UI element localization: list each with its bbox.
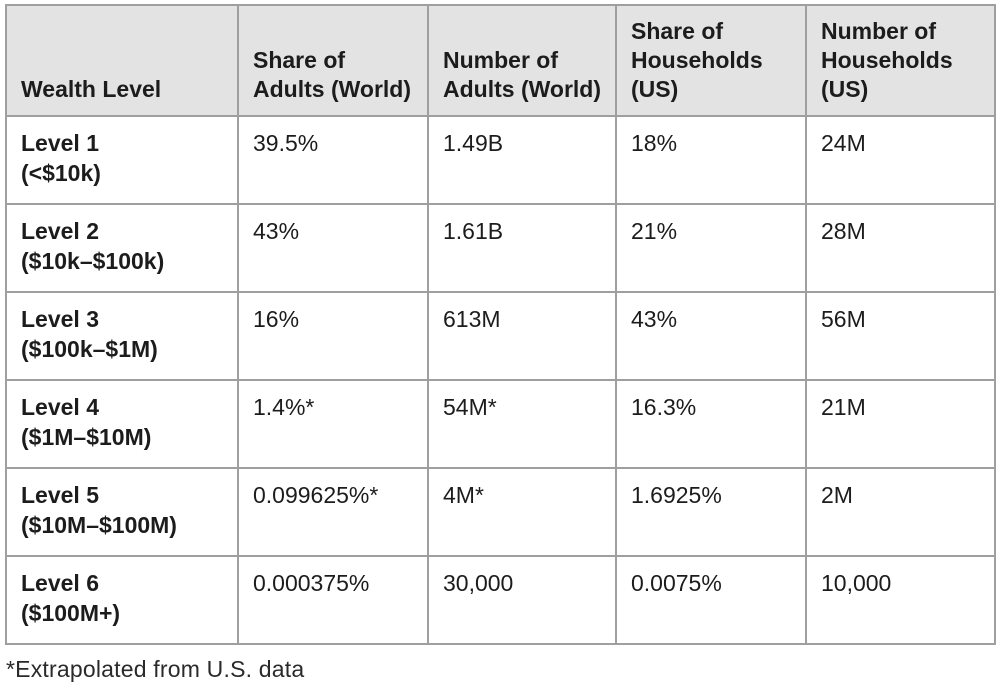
- wealth-level-cell: Level 1 (<$10k): [5, 115, 239, 205]
- share-households-us-cell: 0.0075%: [615, 555, 807, 645]
- wealth-level-cell: Level 6 ($100M+): [5, 555, 239, 645]
- table-row-level-5: Level 5 ($10M–$100M) 0.099625%* 4M* 1.69…: [5, 467, 996, 557]
- number-households-us-cell: 28M: [805, 203, 996, 293]
- level-name: Level 5: [21, 482, 99, 508]
- number-adults-world-cell: 613M: [427, 291, 617, 381]
- header-row: Wealth Level Share of Adults (World) Num…: [5, 4, 996, 117]
- header-share-adults-world: Share of Adults (World): [237, 4, 429, 117]
- wealth-level-cell: Level 4 ($1M–$10M): [5, 379, 239, 469]
- level-name: Level 4: [21, 394, 99, 420]
- level-name: Level 2: [21, 218, 99, 244]
- level-range: ($100M+): [21, 599, 121, 626]
- table-row-level-4: Level 4 ($1M–$10M) 1.4%* 54M* 16.3% 21M: [5, 379, 996, 469]
- level-range: (<$10k): [21, 159, 101, 186]
- header-number-households-us: Number of Households (US): [805, 4, 996, 117]
- level-name: Level 1: [21, 130, 99, 156]
- number-households-us-cell: 24M: [805, 115, 996, 205]
- share-adults-world-cell: 16%: [237, 291, 429, 381]
- level-name: Level 3: [21, 306, 99, 332]
- wealth-level-cell: Level 5 ($10M–$100M): [5, 467, 239, 557]
- share-households-us-cell: 16.3%: [615, 379, 807, 469]
- share-adults-world-cell: 39.5%: [237, 115, 429, 205]
- share-households-us-cell: 43%: [615, 291, 807, 381]
- share-adults-world-cell: 0.099625%*: [237, 467, 429, 557]
- wealth-level-cell: Level 2 ($10k–$100k): [5, 203, 239, 293]
- number-adults-world-cell: 1.49B: [427, 115, 617, 205]
- share-adults-world-cell: 43%: [237, 203, 429, 293]
- level-range: ($100k–$1M): [21, 335, 158, 362]
- table-row-level-2: Level 2 ($10k–$100k) 43% 1.61B 21% 28M: [5, 203, 996, 293]
- table-row-level-6: Level 6 ($100M+) 0.000375% 30,000 0.0075…: [5, 555, 996, 645]
- level-name: Level 6: [21, 570, 99, 596]
- level-range: ($10M–$100M): [21, 511, 177, 538]
- table-row-level-1: Level 1 (<$10k) 39.5% 1.49B 18% 24M: [5, 115, 996, 205]
- number-adults-world-cell: 4M*: [427, 467, 617, 557]
- number-households-us-cell: 56M: [805, 291, 996, 381]
- header-wealth-level: Wealth Level: [5, 4, 239, 117]
- number-households-us-cell: 21M: [805, 379, 996, 469]
- share-households-us-cell: 1.6925%: [615, 467, 807, 557]
- wealth-level-cell: Level 3 ($100k–$1M): [5, 291, 239, 381]
- number-adults-world-cell: 30,000: [427, 555, 617, 645]
- share-households-us-cell: 18%: [615, 115, 807, 205]
- number-households-us-cell: 10,000: [805, 555, 996, 645]
- share-adults-world-cell: 1.4%*: [237, 379, 429, 469]
- level-range: ($10k–$100k): [21, 247, 165, 274]
- table-row-level-3: Level 3 ($100k–$1M) 16% 613M 43% 56M: [5, 291, 996, 381]
- header-share-households-us: Share of Households (US): [615, 4, 807, 117]
- header-number-adults-world: Number of Adults (World): [427, 4, 617, 117]
- share-households-us-cell: 21%: [615, 203, 807, 293]
- wealth-levels-table: Wealth Level Share of Adults (World) Num…: [5, 4, 996, 645]
- share-adults-world-cell: 0.000375%: [237, 555, 429, 645]
- footnote: *Extrapolated from U.S. data: [6, 656, 305, 682]
- number-households-us-cell: 2M: [805, 467, 996, 557]
- number-adults-world-cell: 54M*: [427, 379, 617, 469]
- number-adults-world-cell: 1.61B: [427, 203, 617, 293]
- level-range: ($1M–$10M): [21, 423, 152, 450]
